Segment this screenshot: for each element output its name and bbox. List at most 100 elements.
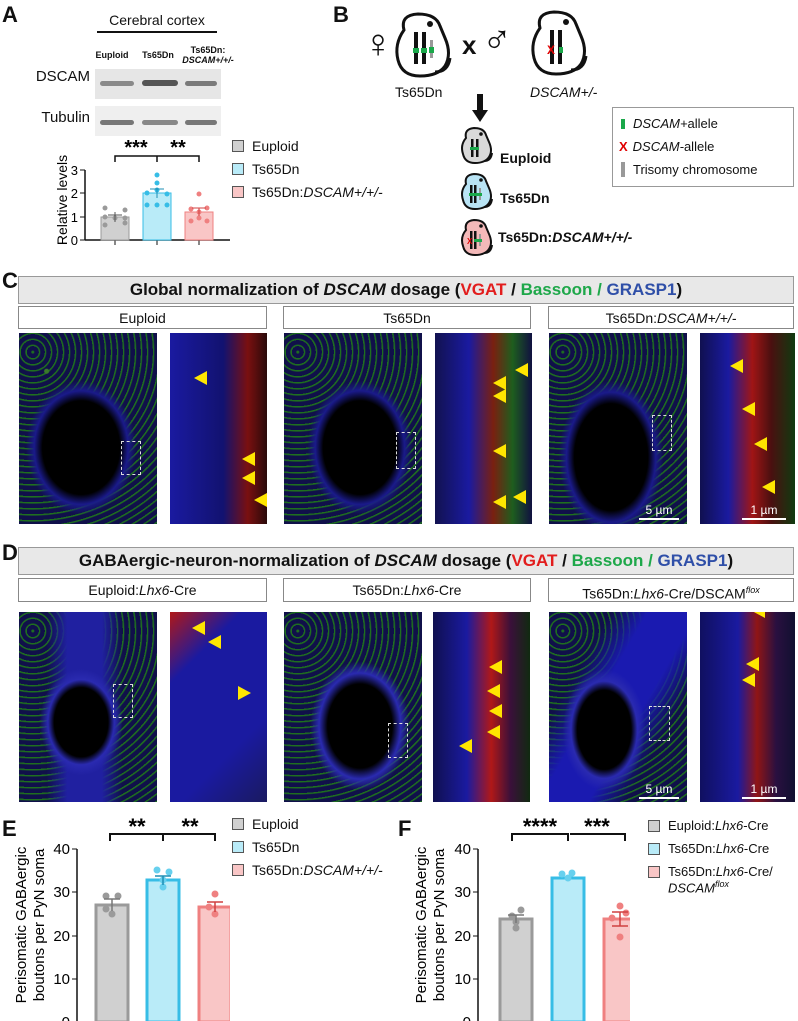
green-allele-icon [621, 118, 625, 129]
scale-bar-1um: 1 µm [742, 782, 786, 799]
lane-label-euploid: Euploid [95, 50, 129, 60]
legend-label: Ts65Dn: [668, 841, 716, 856]
banner-text-italic: DSCAM [374, 551, 437, 570]
parent-label-dscam-het: DSCAM+/- [530, 84, 598, 100]
stain-label-vgat: VGAT [511, 551, 558, 570]
panel-letter-a: A [2, 2, 18, 27]
legend-item-ts65dn: Ts65Dn [232, 839, 299, 855]
mouse-icon-offspring-euploid [461, 126, 493, 165]
offspring-label-prefix: Ts65Dn: [498, 229, 553, 245]
genotype-text: Euploid: [88, 582, 139, 598]
banner-text: Global normalization of [129, 280, 324, 299]
micrograph-c-ts65dn [284, 333, 422, 524]
western-blot-dscam [95, 69, 221, 99]
zoom-region-box [113, 684, 133, 718]
yellow-arrowhead-icon [487, 684, 500, 698]
legend-item-euploid: Euploid [232, 138, 299, 154]
key-label-italic: DSCAM+ [633, 116, 688, 131]
y-axis-label-line1: Perisomatic GABAergic [413, 846, 430, 1003]
lane-label-ts65dn: Ts65Dn [142, 50, 174, 60]
zoom-region-box [121, 441, 141, 475]
banner-separator: / [506, 280, 521, 299]
banner-text: ) [676, 280, 683, 299]
mouse-icon-dscam-het: X [531, 10, 588, 76]
legend-item-euploid: Euploid [232, 816, 299, 832]
zoomed-micrograph-d-ts65dn-lhx6 [433, 612, 530, 802]
yellow-arrowhead-icon [762, 480, 775, 494]
significance-label: ** [170, 138, 186, 159]
blot-row-label-tubulin: Tubulin [41, 109, 90, 126]
banner-text: dosage ( [436, 551, 512, 570]
lane-label-line1: Ts65Dn: [190, 45, 226, 55]
legend-label: -Cre [743, 818, 769, 833]
western-blot-tubulin [95, 106, 221, 136]
genotype-key-box: DSCAM+ allele X DSCAM- allele Trisomy ch… [612, 107, 794, 187]
panel-letter-d: D [2, 540, 18, 565]
legend-item-euploid-lhx6: Euploid: Lhx6 -Cre [648, 818, 768, 833]
scale-bar-label: 5 µm [645, 503, 673, 517]
legend-label: -Cre/ [743, 864, 773, 879]
genotype-text-italic: DSCAM+/+/- [657, 310, 737, 326]
legend-label: Ts65Dn: [252, 862, 304, 878]
genotype-label-d-ts65dn-lhx6-dscamflox: Ts65Dn:Lhx6-Cre/DSCAMflox [548, 578, 794, 602]
zoomed-micrograph-c-ts65dn [435, 333, 532, 524]
yellow-arrowhead-icon [493, 389, 506, 403]
scale-bar-label: 1 µm [750, 503, 778, 517]
genotype-label-d-euploid-lhx6: Euploid:Lhx6-Cre [18, 578, 267, 602]
yellow-arrowhead-icon [192, 621, 205, 635]
yellow-arrowhead-icon [242, 471, 255, 485]
genotype-label-d-ts65dn-lhx6: Ts65Dn:Lhx6-Cre [283, 578, 531, 602]
yellow-arrowhead-icon [459, 739, 472, 753]
genotype-text: -Cre [169, 582, 197, 598]
genotype-text: Ts65Dn: [605, 310, 657, 326]
scale-bar-5um: 5 µm [639, 503, 679, 520]
genotype-label-c-ts65dn: Ts65Dn [283, 306, 531, 329]
yellow-arrowhead-icon [730, 359, 743, 373]
legend-label-italic: DSCAM+/+/- [303, 184, 383, 200]
yellow-arrowhead-icon [513, 490, 526, 504]
scale-bar-1um: 1 µm [742, 503, 786, 520]
legend-label-block: Ts65Dn:Lhx6-Cre/ DSCAMflox [668, 864, 773, 895]
offspring-label-euploid: Euploid [500, 150, 552, 166]
yellow-arrowhead-icon [754, 437, 767, 451]
svg-text:40: 40 [454, 841, 471, 858]
svg-text:20: 20 [53, 928, 70, 945]
svg-text:30: 30 [454, 884, 471, 901]
scale-bar-label: 1 µm [750, 782, 778, 796]
legend-swatch [232, 818, 244, 830]
zoomed-micrograph-c-euploid [170, 333, 267, 524]
legend-item-ts65dn-dscam: Ts65Dn: DSCAM+/+/- [232, 184, 383, 200]
offspring-label-ts65dn: Ts65Dn [500, 190, 550, 206]
yellow-arrowhead-icon [238, 686, 251, 700]
yellow-arrowhead-icon [493, 495, 506, 509]
legend-item-ts65dn-lhx6: Ts65Dn: Lhx6 -Cre [648, 841, 769, 856]
y-axis-label-line1: Perisomatic GABAergic [13, 846, 30, 1003]
legend-swatch [232, 163, 244, 175]
section-banner-c: Global normalization of DSCAM dosage (VG… [18, 276, 794, 304]
legend-swatch [232, 186, 244, 198]
yellow-arrowhead-icon [489, 660, 502, 674]
y-axis-label: Relative levels [55, 155, 70, 245]
svg-text:0: 0 [463, 1014, 471, 1021]
genotype-text-italic: Lhx6 [139, 582, 170, 598]
yellow-arrowhead-icon [493, 444, 506, 458]
micrograph-d-euploid-lhx6 [19, 612, 157, 802]
chart-a-relative-levels: Relative levels 3 2 1 0 *** ** [55, 138, 230, 248]
legend-swatch [648, 842, 660, 855]
scale-bar-5um: 5 µm [639, 782, 679, 799]
y-axis-label-line2: boutons per PyN soma [431, 848, 448, 1001]
zoomed-micrograph-d-euploid-lhx6 [170, 612, 267, 802]
legend-item-ts65dn-dscam: Ts65Dn: DSCAM+/+/- [232, 862, 383, 878]
chart-e-perisomatic-boutons: Perisomatic GABAergic boutons per PyN so… [13, 818, 230, 1021]
banner-text: GABAergic-neuron-normalization of [78, 551, 375, 570]
legend-label: Euploid [252, 816, 299, 832]
legend-item-ts65dn: Ts65Dn [232, 161, 299, 177]
svg-text:X: X [547, 43, 555, 57]
svg-text:1: 1 [71, 210, 78, 225]
genotype-text: Ts65Dn [383, 310, 431, 326]
legend-item-ts65dn-lhx6-dscamflox: Ts65Dn:Lhx6-Cre/ DSCAMflox [648, 864, 773, 895]
yellow-arrowhead-icon [194, 371, 207, 385]
panel-letter-c: C [2, 268, 18, 293]
legend-label-italic: Lhx6 [715, 841, 744, 856]
banner-text-italic: DSCAM [323, 280, 386, 299]
